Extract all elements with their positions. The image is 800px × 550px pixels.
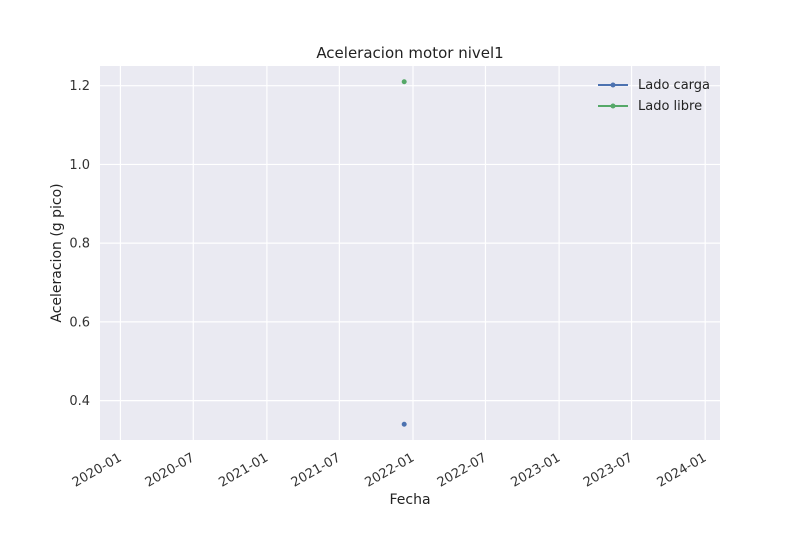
legend-marker-lado-libre: [610, 103, 616, 109]
y-axis-label: Aceleracion (g pico): [49, 183, 65, 322]
data-point-series-1: [401, 79, 407, 85]
x-tick-label: 2023-01: [509, 450, 564, 490]
grid-lines: [100, 66, 720, 440]
y-tick-label: 0.8: [69, 237, 90, 252]
x-tick-label: 2022-07: [435, 450, 490, 490]
chart-title: Aceleracion motor nivel1: [316, 44, 503, 62]
x-tick-label: 2021-07: [289, 450, 344, 490]
x-tick-label: 2024-01: [655, 450, 710, 490]
legend-label-lado-libre: Lado libre: [638, 99, 702, 114]
legend-marker-lado-carga: [610, 82, 616, 88]
x-tick-labels: 2020-01 2020-07 2021-01 2021-07 2022-01 2022-…: [70, 450, 709, 490]
data-points: [401, 79, 407, 427]
plot-background: [100, 66, 720, 440]
x-tick-label: 2022-01: [362, 450, 417, 490]
x-tick-label: 2023-07: [581, 450, 636, 490]
x-tick-label: 2021-01: [216, 450, 271, 490]
y-tick-label: 0.4: [69, 394, 90, 409]
legend-label-lado-carga: Lado carga: [638, 78, 710, 93]
y-tick-label: 0.6: [69, 315, 90, 330]
y-tick-label: 1.0: [69, 158, 90, 173]
x-tick-label: 2020-01: [70, 450, 125, 490]
x-axis-label: Fecha: [389, 492, 430, 508]
y-tick-label: 1.2: [69, 79, 90, 94]
legend: Lado carga Lado libre: [598, 78, 710, 114]
data-point-series-0: [401, 421, 407, 427]
x-tick-label: 2020-07: [143, 450, 198, 490]
y-tick-labels: 0.4 0.6 0.8 1.0 1.2: [69, 79, 90, 409]
